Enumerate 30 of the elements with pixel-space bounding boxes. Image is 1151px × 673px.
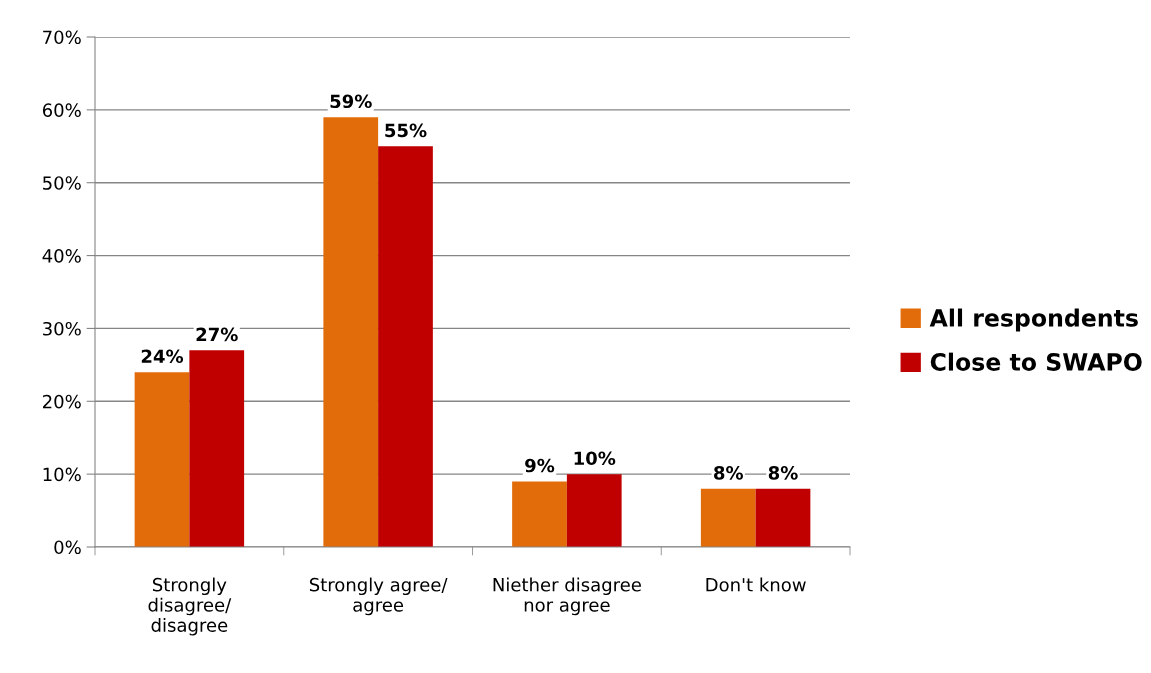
data-label: 59%: [330, 94, 372, 109]
y-tick-label: 70%: [43, 30, 81, 45]
y-tick-label: 40%: [42, 249, 81, 263]
data-label: 10%: [574, 451, 616, 466]
x-tick-label: Strongly disagree/ disagree: [148, 577, 232, 636]
data-label: 55%: [385, 123, 427, 138]
data-label: 27%: [196, 327, 238, 342]
y-tick-label: 20%: [43, 394, 81, 409]
data-label: 24%: [141, 349, 184, 364]
bar: [134, 372, 190, 547]
x-tick-label: Niether disagree nor agree: [493, 577, 641, 616]
bar: [323, 117, 379, 547]
x-tick-label: Strongly agree/ agree: [309, 577, 448, 616]
bar: [512, 481, 567, 547]
y-tick-label: 0%: [54, 540, 81, 555]
data-label: 8%: [768, 466, 798, 480]
bar: [700, 488, 756, 547]
bar: [378, 146, 433, 547]
y-tick-label: 10%: [43, 467, 81, 482]
legend-label: Close to SWAPO: [930, 352, 1142, 371]
legend-label: All respondents: [929, 308, 1138, 332]
data-label: 8%: [714, 466, 744, 480]
bar: [755, 488, 811, 547]
y-tick-label: 50%: [43, 176, 81, 190]
bar: [566, 474, 622, 547]
bar: [189, 350, 245, 547]
x-tick-label: Don't know: [706, 577, 806, 592]
data-label: 9%: [525, 458, 555, 473]
y-tick-label: 60%: [42, 103, 81, 117]
y-tick-label: 30%: [43, 321, 81, 336]
